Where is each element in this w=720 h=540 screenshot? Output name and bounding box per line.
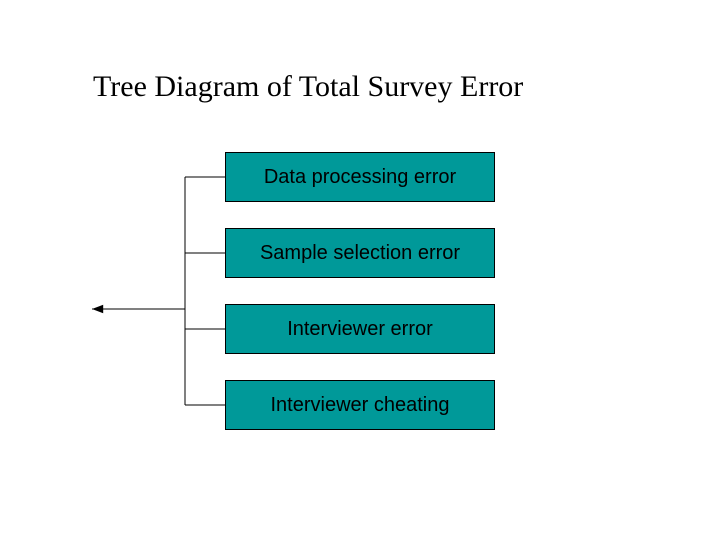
node-data-processing: Data processing error (225, 152, 495, 202)
node-interviewer-error: Interviewer error (225, 304, 495, 354)
node-label: Interviewer cheating (271, 394, 450, 417)
node-label: Data processing error (264, 166, 456, 189)
node-interviewer-cheat: Interviewer cheating (225, 380, 495, 430)
node-label: Interviewer error (287, 318, 433, 341)
diagram-canvas: Tree Diagram of Total Survey Error Data … (0, 0, 720, 540)
node-label: Sample selection error (260, 242, 460, 265)
diagram-title: Tree Diagram of Total Survey Error (93, 70, 523, 104)
node-sample-selection: Sample selection error (225, 228, 495, 278)
